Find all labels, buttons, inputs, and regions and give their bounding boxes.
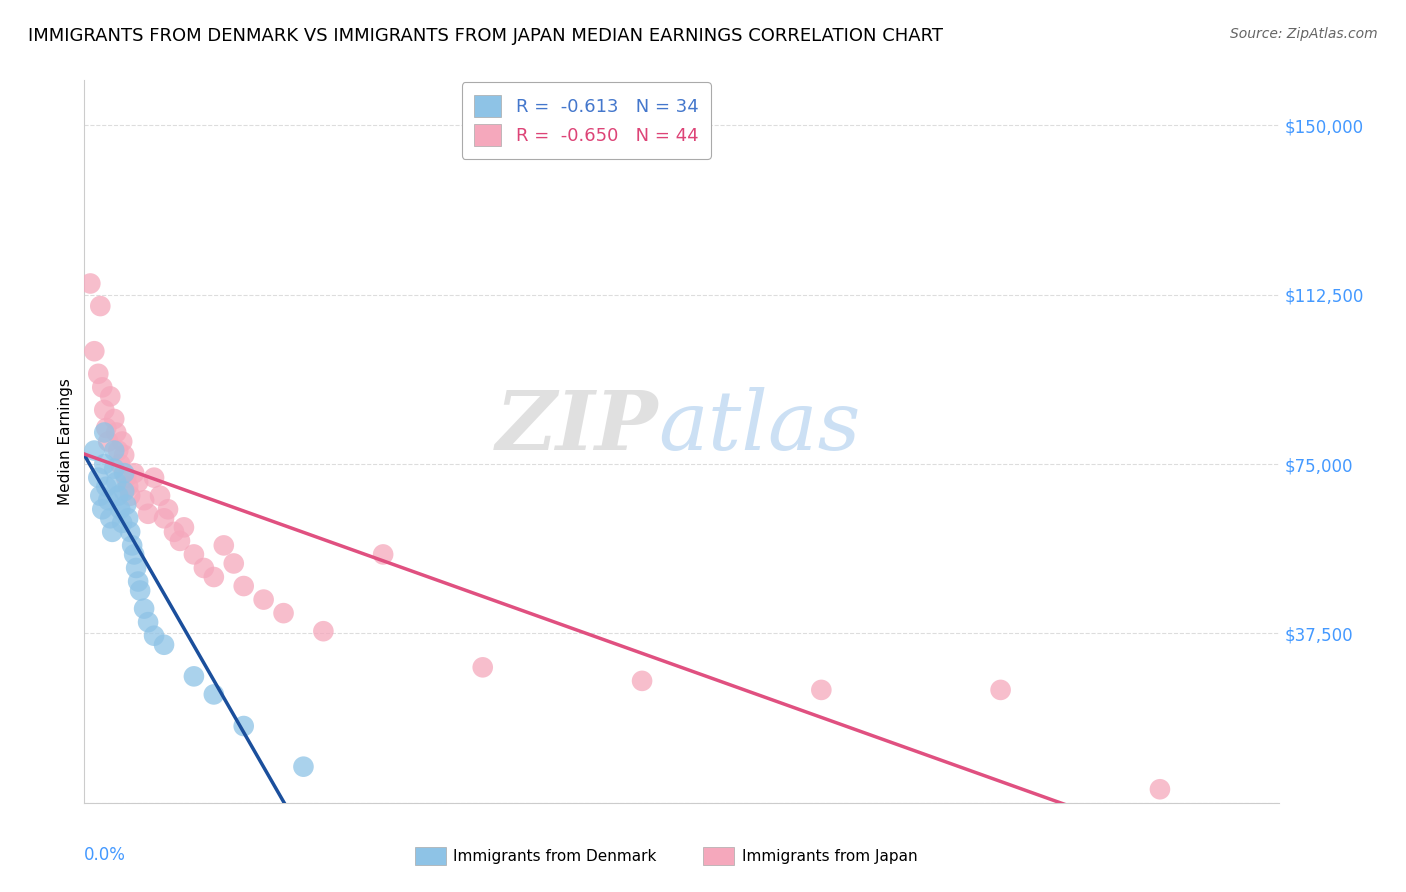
- Point: [96, 421, 118, 435]
- Text: atlas: atlas: [658, 387, 860, 467]
- Point: [157, 502, 180, 516]
- Text: Source: ZipAtlas.com: Source: ZipAtlas.com: [1230, 27, 1378, 41]
- Point: [169, 533, 191, 548]
- Point: [83, 443, 105, 458]
- Point: [110, 457, 132, 471]
- Point: [292, 760, 315, 774]
- Point: [253, 592, 276, 607]
- Point: [471, 660, 494, 674]
- Point: [631, 673, 654, 688]
- Point: [232, 719, 254, 733]
- Text: ZIP: ZIP: [495, 387, 658, 467]
- Point: [87, 470, 110, 484]
- Point: [98, 511, 121, 525]
- Point: [91, 380, 114, 394]
- Y-axis label: Median Earnings: Median Earnings: [58, 378, 73, 505]
- Point: [125, 561, 148, 575]
- Point: [117, 480, 139, 494]
- Point: [107, 489, 129, 503]
- Point: [112, 448, 135, 462]
- Point: [111, 434, 134, 449]
- Point: [127, 475, 149, 490]
- Point: [91, 502, 114, 516]
- Point: [120, 524, 142, 539]
- Point: [120, 489, 142, 503]
- Point: [183, 548, 205, 562]
- Point: [129, 583, 152, 598]
- Point: [212, 538, 235, 552]
- Point: [232, 579, 254, 593]
- Point: [112, 484, 135, 499]
- Point: [93, 425, 115, 440]
- Point: [202, 687, 225, 701]
- Point: [121, 538, 143, 552]
- Point: [93, 457, 115, 471]
- Point: [110, 502, 132, 516]
- Point: [103, 412, 125, 426]
- Text: 0.0%: 0.0%: [84, 847, 127, 864]
- Point: [122, 466, 145, 480]
- Point: [79, 277, 101, 291]
- Point: [132, 493, 156, 508]
- Legend: R =  -0.613   N = 34, R =  -0.650   N = 44: R = -0.613 N = 34, R = -0.650 N = 44: [461, 82, 711, 159]
- Point: [105, 425, 128, 440]
- Point: [273, 606, 295, 620]
- Point: [222, 557, 245, 571]
- Point: [112, 466, 135, 480]
- Point: [89, 489, 111, 503]
- Point: [103, 461, 125, 475]
- Point: [103, 443, 125, 458]
- Text: Immigrants from Japan: Immigrants from Japan: [742, 849, 918, 863]
- Point: [105, 475, 128, 490]
- Point: [1149, 782, 1171, 797]
- Point: [122, 548, 145, 562]
- Point: [163, 524, 186, 539]
- Point: [83, 344, 105, 359]
- Text: IMMIGRANTS FROM DENMARK VS IMMIGRANTS FROM JAPAN MEDIAN EARNINGS CORRELATION CHA: IMMIGRANTS FROM DENMARK VS IMMIGRANTS FR…: [28, 27, 943, 45]
- Point: [115, 498, 138, 512]
- Point: [127, 574, 149, 589]
- Point: [97, 493, 120, 508]
- Point: [89, 299, 111, 313]
- Point: [87, 367, 110, 381]
- Point: [143, 629, 166, 643]
- Point: [810, 682, 832, 697]
- Point: [117, 511, 139, 525]
- Point: [312, 624, 335, 639]
- Point: [93, 403, 115, 417]
- Point: [990, 682, 1012, 697]
- Point: [173, 520, 195, 534]
- Point: [98, 389, 121, 403]
- Point: [153, 638, 176, 652]
- Point: [97, 434, 120, 449]
- Point: [193, 561, 215, 575]
- Point: [143, 470, 166, 484]
- Point: [153, 511, 176, 525]
- Point: [373, 548, 395, 562]
- Point: [96, 480, 118, 494]
- Point: [136, 615, 159, 630]
- Point: [183, 669, 205, 683]
- Point: [132, 601, 156, 615]
- Point: [101, 524, 124, 539]
- Point: [149, 489, 172, 503]
- Text: Immigrants from Denmark: Immigrants from Denmark: [453, 849, 657, 863]
- Point: [202, 570, 225, 584]
- Point: [107, 443, 129, 458]
- Point: [136, 507, 159, 521]
- Point: [111, 516, 134, 530]
- Point: [115, 470, 138, 484]
